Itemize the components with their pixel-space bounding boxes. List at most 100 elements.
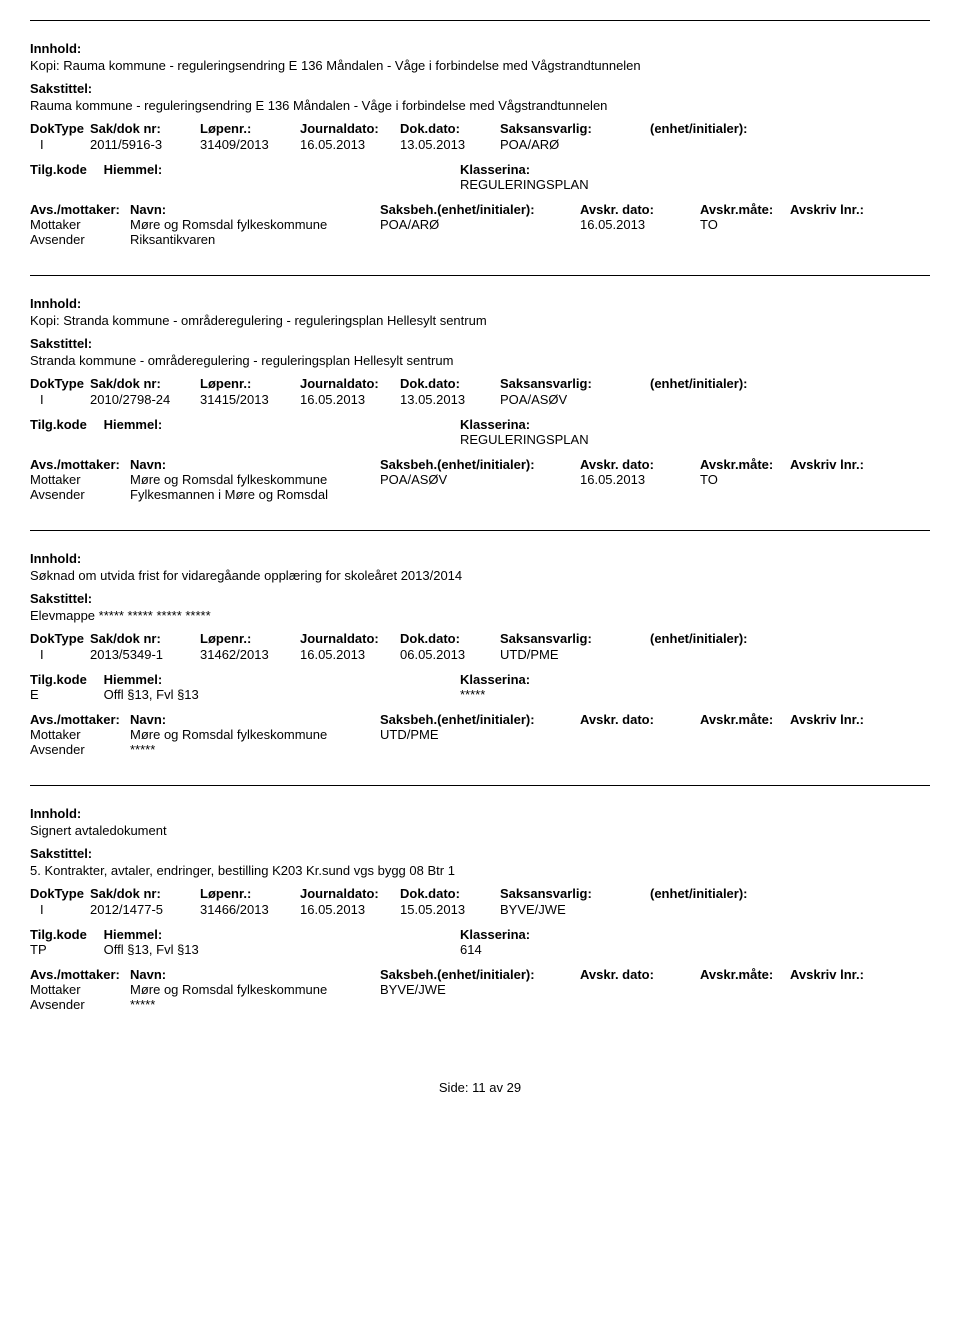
klass-header: Klasserina:	[460, 672, 930, 687]
navn-header: Navn:	[130, 202, 380, 217]
sakdoknr-value: 2012/1477-5	[90, 902, 200, 917]
saksbeh-header: Saksbeh.(enhet/initialer):	[380, 967, 580, 982]
journal-data-row: I 2010/2798-24 31415/2013 16.05.2013 13.…	[30, 392, 930, 407]
dokdato-value: 15.05.2013	[400, 902, 500, 917]
avsender-row: Avsender *****	[30, 997, 930, 1012]
journal-record: Innhold: Søknad om utvida frist for vida…	[30, 530, 930, 775]
tilg-header: Tilg.kode Hiemmel:	[30, 417, 460, 432]
avskr-dato-header: Avskr. dato:	[580, 712, 700, 727]
journal-header-row: DokType Sak/dok nr: Løpenr.: Journaldato…	[30, 121, 930, 136]
avskr-dato-value	[580, 982, 700, 997]
sakdoknr-value: 2011/5916-3	[90, 137, 200, 152]
lopenr-value: 31415/2013	[200, 392, 300, 407]
sakstittel-label: Sakstittel:	[30, 336, 930, 351]
navn-header: Navn:	[130, 967, 380, 982]
mottaker-label: Mottaker	[30, 982, 130, 997]
av-label: av	[489, 1080, 503, 1095]
saksbeh-header: Saksbeh.(enhet/initialer):	[380, 712, 580, 727]
avsender-label: Avsender	[30, 487, 130, 502]
saksansvarlig-value: BYVE/JWE	[500, 902, 650, 917]
doktype-header: DokType	[30, 376, 90, 391]
journaldato-header: Journaldato:	[300, 631, 400, 646]
avskriv-lnr-header: Avskriv lnr.:	[790, 712, 890, 727]
avs-mottaker-header: Avs./mottaker:	[30, 967, 130, 982]
navn-header: Navn:	[130, 712, 380, 727]
avskr-dato-header: Avskr. dato:	[580, 202, 700, 217]
journal-record: Innhold: Kopi: Rauma kommune - regulerin…	[30, 20, 930, 265]
saksansvarlig-value: UTD/PME	[500, 647, 650, 662]
tilg-klass-row: Tilg.kode Hiemmel: Klasserina: REGULERIN…	[30, 417, 930, 447]
journal-header-row: DokType Sak/dok nr: Løpenr.: Journaldato…	[30, 631, 930, 646]
sakdoknr-header: Sak/dok nr:	[90, 886, 200, 901]
mottaker-label: Mottaker	[30, 472, 130, 487]
sakdoknr-header: Sak/dok nr:	[90, 631, 200, 646]
sakstittel-text: Elevmappe ***** ***** ***** *****	[30, 608, 930, 623]
journal-header-row: DokType Sak/dok nr: Løpenr.: Journaldato…	[30, 376, 930, 391]
mottaker-label: Mottaker	[30, 217, 130, 232]
tilg-values	[30, 432, 460, 447]
avsender-label: Avsender	[30, 742, 130, 757]
klass-col: Klasserina: REGULERINGSPLAN	[460, 162, 930, 192]
tilg-header: Tilg.kode Hiemmel:	[30, 162, 460, 177]
avskr-mate-header: Avskr.måte:	[700, 967, 790, 982]
sakdoknr-value: 2013/5349-1	[90, 647, 200, 662]
avsender-navn: Riksantikvaren	[130, 232, 380, 247]
tilg-values: TP Offl §13, Fvl §13	[30, 942, 460, 957]
mottaker-row: Mottaker Møre og Romsdal fylkeskommune B…	[30, 982, 930, 997]
avskr-mate-value: TO	[700, 217, 790, 232]
avskr-dato-value	[580, 727, 700, 742]
klass-value: REGULERINGSPLAN	[460, 177, 930, 192]
mottaker-navn: Møre og Romsdal fylkeskommune	[130, 982, 380, 997]
sakstittel-text: 5. Kontrakter, avtaler, endringer, besti…	[30, 863, 930, 878]
party-header-row: Avs./mottaker: Navn: Saksbeh.(enhet/init…	[30, 202, 930, 217]
avskriv-lnr-header: Avskriv lnr.:	[790, 202, 890, 217]
journaldato-value: 16.05.2013	[300, 647, 400, 662]
dokdato-value: 13.05.2013	[400, 137, 500, 152]
mottaker-row: Mottaker Møre og Romsdal fylkeskommune P…	[30, 472, 930, 487]
tilg-header: Tilg.kode Hiemmel:	[30, 927, 460, 942]
avsender-navn: *****	[130, 742, 380, 757]
journaldato-value: 16.05.2013	[300, 137, 400, 152]
lopenr-value: 31462/2013	[200, 647, 300, 662]
avsender-row: Avsender Fylkesmannen i Møre og Romsdal	[30, 487, 930, 502]
lopenr-header: Løpenr.:	[200, 121, 300, 136]
innhold-label: Innhold:	[30, 806, 930, 821]
innhold-label: Innhold:	[30, 551, 930, 566]
dokdato-header: Dok.dato:	[400, 121, 500, 136]
avskr-dato-header: Avskr. dato:	[580, 457, 700, 472]
dokdato-header: Dok.dato:	[400, 631, 500, 646]
journal-record: Innhold: Kopi: Stranda kommune - områder…	[30, 275, 930, 520]
tilg-values: E Offl §13, Fvl §13	[30, 687, 460, 702]
innhold-label: Innhold:	[30, 296, 930, 311]
sakstittel-text: Rauma kommune - reguleringsendring E 136…	[30, 98, 930, 113]
avskr-mate-value: TO	[700, 472, 790, 487]
party-header-row: Avs./mottaker: Navn: Saksbeh.(enhet/init…	[30, 712, 930, 727]
journal-record: Innhold: Signert avtaledokument Sakstitt…	[30, 785, 930, 1030]
doktype-header: DokType	[30, 631, 90, 646]
party-header-row: Avs./mottaker: Navn: Saksbeh.(enhet/init…	[30, 457, 930, 472]
tilg-col: Tilg.kode Hiemmel:	[30, 417, 460, 447]
avskriv-lnr-header: Avskriv lnr.:	[790, 457, 890, 472]
klass-value: REGULERINGSPLAN	[460, 432, 930, 447]
klass-value: 614	[460, 942, 930, 957]
mottaker-navn: Møre og Romsdal fylkeskommune	[130, 727, 380, 742]
saksbeh-value: POA/ASØV	[380, 472, 580, 487]
journaldato-header: Journaldato:	[300, 121, 400, 136]
avsender-row: Avsender *****	[30, 742, 930, 757]
avskr-mate-header: Avskr.måte:	[700, 202, 790, 217]
records-container: Innhold: Kopi: Rauma kommune - regulerin…	[30, 20, 930, 1030]
mottaker-row: Mottaker Møre og Romsdal fylkeskommune P…	[30, 217, 930, 232]
innhold-label: Innhold:	[30, 41, 930, 56]
tilg-col: Tilg.kode Hiemmel: E Offl §13, Fvl §13	[30, 672, 460, 702]
klass-col: Klasserina: 614	[460, 927, 930, 957]
sakstittel-text: Stranda kommune - områderegulering - reg…	[30, 353, 930, 368]
tilg-klass-row: Tilg.kode Hiemmel: Klasserina: REGULERIN…	[30, 162, 930, 192]
saksansvarlig-header: Saksansvarlig:	[500, 886, 650, 901]
lopenr-header: Løpenr.:	[200, 631, 300, 646]
avsender-label: Avsender	[30, 232, 130, 247]
innhold-text: Søknad om utvida frist for vidaregåande …	[30, 568, 930, 583]
lopenr-value: 31409/2013	[200, 137, 300, 152]
lopenr-header: Løpenr.:	[200, 886, 300, 901]
side-label: Side:	[439, 1080, 469, 1095]
journaldato-header: Journaldato:	[300, 886, 400, 901]
